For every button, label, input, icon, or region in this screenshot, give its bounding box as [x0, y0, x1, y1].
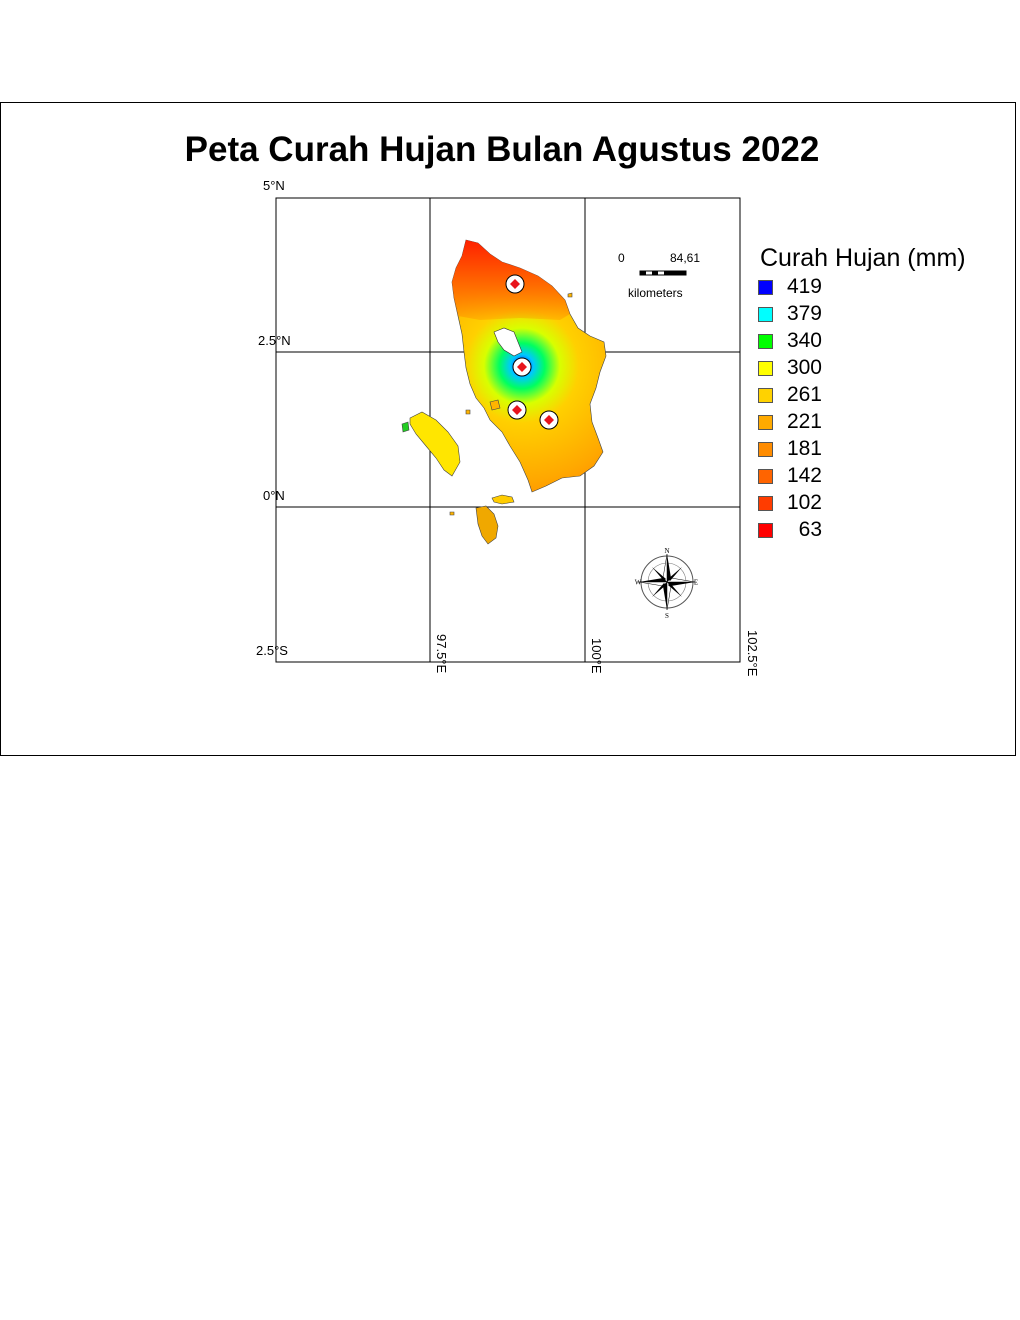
legend-label: 63 — [798, 518, 822, 541]
compass-n: N — [664, 547, 669, 555]
legend-swatch — [758, 496, 773, 511]
legend-swatch — [758, 523, 773, 538]
lon-label-100e: 100°E — [589, 638, 604, 674]
legend-label: 419 — [786, 275, 822, 298]
lat-label-0n: 0°N — [263, 488, 285, 503]
scale-bar-unit: kilometers — [628, 286, 683, 300]
compass-s: S — [665, 612, 669, 620]
legend-swatch — [758, 388, 773, 403]
legend-label: 181 — [786, 437, 822, 460]
legend-label: 102 — [786, 491, 822, 514]
legend-label: 379 — [786, 302, 822, 325]
legend-label: 340 — [786, 329, 822, 352]
rain-stations — [505, 274, 559, 430]
map-title: Peta Curah Hujan Bulan Agustus 2022 — [184, 130, 820, 169]
legend-swatch — [758, 307, 773, 322]
rain-station-marker — [512, 357, 532, 377]
compass-e: E — [694, 579, 698, 587]
legend-label: 261 — [786, 383, 822, 406]
scale-bar — [639, 270, 687, 276]
simeulue-island — [409, 411, 461, 477]
islands — [401, 292, 573, 545]
legend-label: 300 — [786, 356, 822, 379]
rain-station-marker — [505, 274, 525, 294]
legend-swatch — [758, 361, 773, 376]
rain-station-marker — [507, 400, 527, 420]
rain-station-marker — [539, 410, 559, 430]
nias-islands — [475, 505, 499, 545]
north-arrow: N E S W — [635, 547, 698, 620]
compass-w: W — [635, 579, 642, 587]
legend-title: Curah Hujan (mm) — [760, 244, 966, 272]
legend-swatch — [758, 469, 773, 484]
legend-label: 142 — [786, 464, 822, 487]
lat-label-2-5s: 2.5°S — [256, 643, 288, 658]
lon-label-102-5e: 102.5°E — [745, 630, 760, 677]
legend-swatch — [758, 442, 773, 457]
scale-bar-end: 84,61 — [670, 251, 701, 265]
legend-label: 221 — [786, 410, 822, 433]
legend-swatch — [758, 334, 773, 349]
scale-bar-start: 0 — [618, 251, 625, 265]
lat-label-2-5n: 2.5°N — [258, 333, 291, 348]
legend-swatch — [758, 415, 773, 430]
legend-swatch — [758, 280, 773, 295]
lat-label-5n: 5°N — [263, 178, 285, 193]
lon-label-97-5e: 97.5°E — [434, 634, 449, 674]
